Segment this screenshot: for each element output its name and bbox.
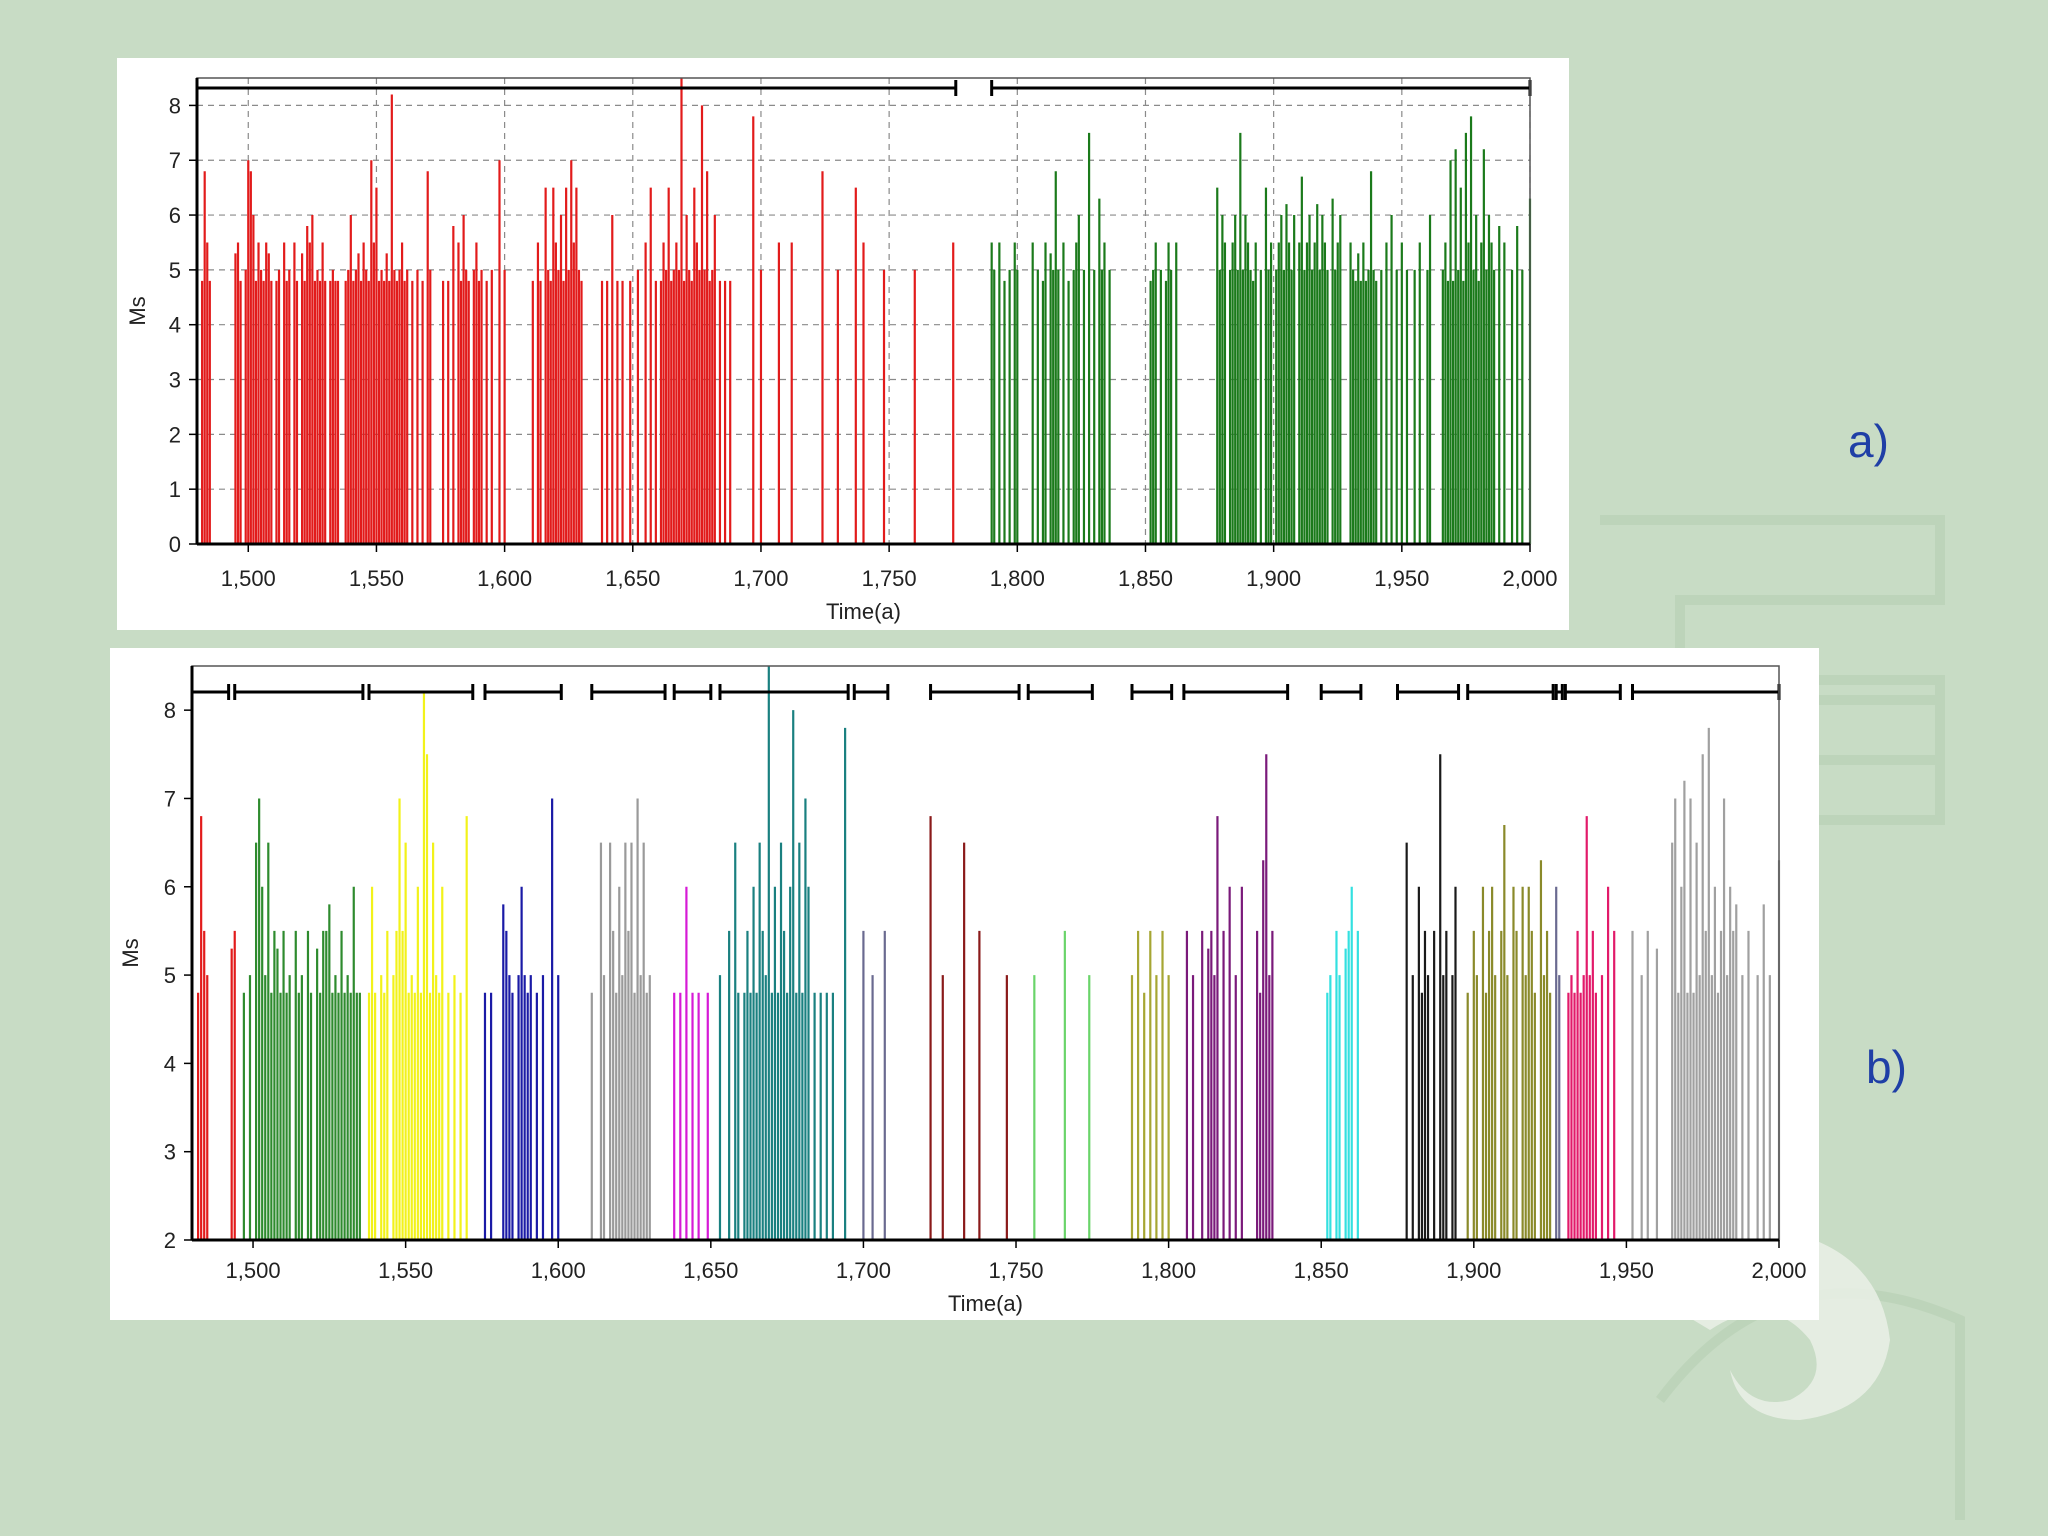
y-tick-label: 2 — [169, 422, 181, 447]
x-tick-label: 1,700 — [733, 566, 788, 591]
y-tick-label: 0 — [169, 532, 181, 557]
x-tick-label: 1,650 — [605, 566, 660, 591]
y-tick-label: 6 — [164, 875, 176, 900]
x-tick-label: 1,700 — [836, 1258, 891, 1283]
segment-marker — [1026, 684, 1094, 700]
segment-marker — [367, 684, 475, 700]
chart-b-svg: 1,500 1,550 1,600 1,650 1,700 1,750 1,800 1,850… — [118, 665, 1807, 1316]
x-tick-label: 1,500 — [221, 566, 276, 591]
x-tick-label: 1,750 — [988, 1258, 1043, 1283]
y-tick-label: 8 — [169, 93, 181, 118]
segment-marker — [672, 684, 713, 700]
x-tick-label: 1,850 — [1118, 566, 1173, 591]
x-tick-label: 1,900 — [1246, 566, 1301, 591]
y-tick-label: 8 — [164, 698, 176, 723]
segment-marker — [483, 684, 563, 700]
segment-marker — [852, 684, 890, 700]
x-tick-label: 2,000 — [1502, 566, 1557, 591]
segment-marker — [718, 684, 850, 700]
x-axis-title: Time(a) — [948, 1291, 1023, 1316]
segment-marker — [1563, 684, 1622, 700]
x-tick-label: 1,950 — [1374, 566, 1429, 591]
y-tick-label: 3 — [164, 1140, 176, 1165]
x-tick-label: 2,000 — [1751, 1258, 1806, 1283]
y-tick-label: 4 — [169, 313, 181, 338]
x-tick-label: 1,650 — [683, 1258, 738, 1283]
y-tick-label: 4 — [164, 1051, 176, 1076]
x-tick-label: 1,600 — [477, 566, 532, 591]
x-tick-label: 1,550 — [349, 566, 404, 591]
y-axis-title: Ms — [118, 938, 143, 967]
chart-b: 1,500 1,550 1,600 1,650 1,700 1,750 1,800 1,850… — [110, 648, 1819, 1320]
x-tick-label: 1,500 — [226, 1258, 281, 1283]
chart-a-svg: 1,500 1,550 1,600 1,650 1,700 1,750 1,800 1,850… — [125, 77, 1558, 624]
y-tick-label: 7 — [169, 148, 181, 173]
x-tick-label: 1,750 — [862, 566, 917, 591]
segment-marker — [1396, 684, 1461, 700]
y-axis-title: Ms — [125, 296, 150, 325]
segment-marker — [233, 684, 365, 700]
segment-marker — [1554, 684, 1564, 700]
segment-marker — [1319, 684, 1363, 700]
segment-marker — [929, 684, 1021, 700]
segment-marker — [1466, 684, 1555, 700]
x-tick-label: 1,900 — [1446, 1258, 1501, 1283]
x-tick-label: 1,850 — [1294, 1258, 1349, 1283]
y-tick-label: 1 — [169, 477, 181, 502]
x-tick-label: 1,950 — [1599, 1258, 1654, 1283]
chart-a: 1,500 1,550 1,600 1,650 1,700 1,750 1,800 1,850… — [117, 58, 1569, 630]
x-tick-label: 1,550 — [378, 1258, 433, 1283]
y-tick-label: 2 — [164, 1228, 176, 1253]
segment-marker — [1182, 684, 1290, 700]
x-tick-label: 1,600 — [531, 1258, 586, 1283]
y-tick-label: 6 — [169, 203, 181, 228]
y-tick-label: 3 — [169, 368, 181, 393]
x-tick-label: 1,800 — [1141, 1258, 1196, 1283]
x-axis-title: Time(a) — [826, 599, 901, 624]
segment-marker — [590, 684, 667, 700]
y-tick-label: 7 — [164, 786, 176, 811]
segment-marker — [1130, 684, 1174, 700]
y-tick-label: 5 — [169, 258, 181, 283]
panel-label-b: b) — [1866, 1041, 1907, 1093]
y-tick-label: 5 — [164, 963, 176, 988]
panel-label-a: a) — [1848, 415, 1889, 467]
x-tick-label: 1,800 — [990, 566, 1045, 591]
